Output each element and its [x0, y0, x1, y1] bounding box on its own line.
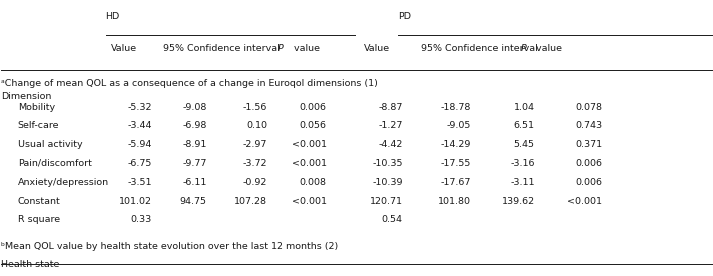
Text: -6.75: -6.75: [128, 159, 152, 168]
Text: 0.008: 0.008: [299, 178, 327, 187]
Text: Usual activity: Usual activity: [18, 140, 83, 149]
Text: 139.62: 139.62: [502, 197, 535, 206]
Text: -8.91: -8.91: [183, 140, 207, 149]
Text: 0.10: 0.10: [247, 121, 267, 131]
Text: -14.29: -14.29: [440, 140, 471, 149]
Text: Dimension: Dimension: [1, 92, 52, 101]
Text: R square: R square: [18, 215, 60, 224]
Text: -9.77: -9.77: [183, 159, 207, 168]
Text: -3.11: -3.11: [511, 178, 535, 187]
Text: -17.55: -17.55: [440, 159, 471, 168]
Text: -6.11: -6.11: [183, 178, 207, 187]
Text: -10.39: -10.39: [372, 178, 403, 187]
Text: Health state: Health state: [1, 260, 60, 269]
Text: 120.71: 120.71: [370, 197, 403, 206]
Text: -5.32: -5.32: [128, 103, 152, 112]
Text: 101.02: 101.02: [119, 197, 152, 206]
Text: -3.72: -3.72: [243, 159, 267, 168]
Text: ᵃChange of mean QOL as a consequence of a change in Euroqol dimensions (1): ᵃChange of mean QOL as a consequence of …: [1, 79, 379, 88]
Text: Anxiety/depression: Anxiety/depression: [18, 178, 109, 187]
Text: -4.42: -4.42: [379, 140, 403, 149]
Text: -3.44: -3.44: [128, 121, 152, 131]
Text: 1.04: 1.04: [514, 103, 535, 112]
Text: -9.08: -9.08: [183, 103, 207, 112]
Text: -3.51: -3.51: [128, 178, 152, 187]
Text: -17.67: -17.67: [440, 178, 471, 187]
Text: -8.87: -8.87: [379, 103, 403, 112]
Text: 0.54: 0.54: [382, 215, 403, 224]
Text: -1.56: -1.56: [243, 103, 267, 112]
Text: -18.78: -18.78: [440, 103, 471, 112]
Text: 0.006: 0.006: [299, 103, 327, 112]
Text: -6.98: -6.98: [183, 121, 207, 131]
Text: 0.006: 0.006: [575, 178, 602, 187]
Text: <0.001: <0.001: [292, 140, 327, 149]
Text: 6.51: 6.51: [514, 121, 535, 131]
Text: value: value: [291, 44, 320, 53]
Text: 0.371: 0.371: [575, 140, 602, 149]
Text: 95% Confidence interval: 95% Confidence interval: [421, 44, 538, 53]
Text: 101.80: 101.80: [438, 197, 471, 206]
Text: Constant: Constant: [18, 197, 61, 206]
Text: PD: PD: [398, 12, 411, 22]
Text: ᵇMean QOL value by health state evolution over the last 12 months (2): ᵇMean QOL value by health state evolutio…: [1, 242, 339, 251]
Text: 0.078: 0.078: [575, 103, 602, 112]
Text: 94.75: 94.75: [180, 197, 207, 206]
Text: P: P: [520, 44, 526, 53]
Text: -5.94: -5.94: [128, 140, 152, 149]
Text: value: value: [533, 44, 563, 53]
Text: HD: HD: [106, 12, 120, 22]
Text: 0.33: 0.33: [130, 215, 152, 224]
Text: Mobility: Mobility: [18, 103, 55, 112]
Text: -9.05: -9.05: [446, 121, 471, 131]
Text: 95% Confidence interval: 95% Confidence interval: [163, 44, 279, 53]
Text: 0.743: 0.743: [575, 121, 602, 131]
Text: Pain/discomfort: Pain/discomfort: [18, 159, 92, 168]
Text: 0.056: 0.056: [299, 121, 327, 131]
Text: -0.92: -0.92: [243, 178, 267, 187]
Text: Value: Value: [111, 44, 137, 53]
Text: -2.97: -2.97: [243, 140, 267, 149]
Text: Self-care: Self-care: [18, 121, 59, 131]
Text: P: P: [278, 44, 284, 53]
Text: -10.35: -10.35: [372, 159, 403, 168]
Text: 107.28: 107.28: [235, 197, 267, 206]
Text: <0.001: <0.001: [292, 197, 327, 206]
Text: <0.001: <0.001: [568, 197, 602, 206]
Text: Value: Value: [364, 44, 390, 53]
Text: -1.27: -1.27: [379, 121, 403, 131]
Text: -3.16: -3.16: [511, 159, 535, 168]
Text: 0.006: 0.006: [575, 159, 602, 168]
Text: 5.45: 5.45: [514, 140, 535, 149]
Text: <0.001: <0.001: [292, 159, 327, 168]
